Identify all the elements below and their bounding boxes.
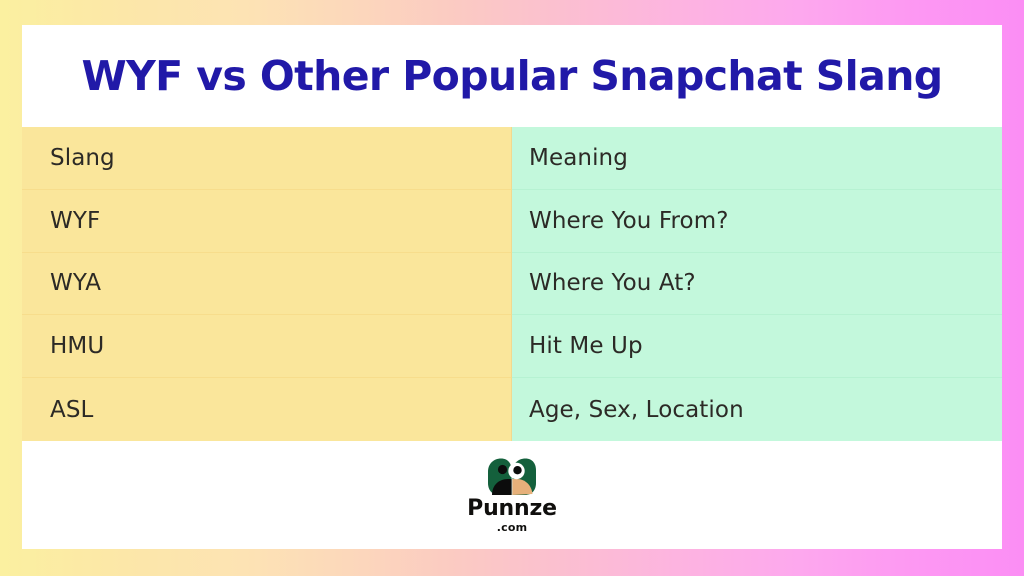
content-card: WYF vs Other Popular Snapchat Slang Slan… [22, 25, 1002, 549]
brand-logo: Punnze .com [457, 457, 567, 533]
brand-name: Punnze [467, 496, 557, 521]
title-band: WYF vs Other Popular Snapchat Slang [22, 25, 1002, 127]
table-row: Slang Meaning [22, 127, 1002, 190]
table-cell-meaning: Meaning [512, 127, 1002, 190]
footer-band: Punnze .com [22, 441, 1002, 549]
table-cell-slang: ASL [22, 378, 512, 441]
table-cell-slang: WYA [22, 252, 512, 316]
table-cell-meaning: Where You At? [512, 252, 1002, 316]
table-cell-meaning: Age, Sex, Location [512, 378, 1002, 441]
table-cell-meaning: Hit Me Up [512, 315, 1002, 379]
table-row: WYF Where You From? [22, 189, 1002, 253]
table-row: HMU Hit Me Up [22, 315, 1002, 379]
page-title: WYF vs Other Popular Snapchat Slang [81, 51, 943, 100]
table-cell-slang: Slang [22, 127, 512, 190]
punnze-bird-logo-icon [486, 457, 538, 497]
table-cell-meaning: Where You From? [512, 189, 1002, 253]
brand-tld: .com [496, 521, 528, 534]
table-row: WYA Where You At? [22, 252, 1002, 316]
table-cell-slang: WYF [22, 189, 512, 253]
slang-comparison-table: Slang Meaning WYF Where You From? WYA Wh… [22, 127, 1002, 441]
table-cell-slang: HMU [22, 315, 512, 379]
table-row: ASL Age, Sex, Location [22, 378, 1002, 441]
